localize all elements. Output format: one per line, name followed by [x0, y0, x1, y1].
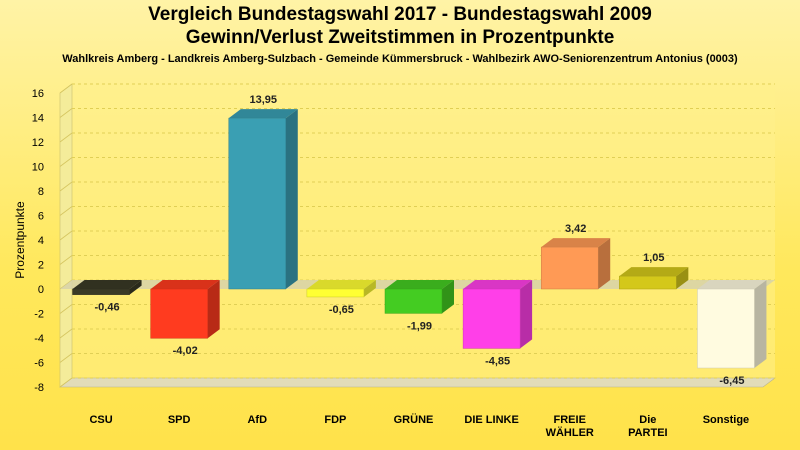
bar-freie-wähler [540, 238, 611, 290]
x-tick-label: DIE LINKE [464, 414, 518, 426]
bar-top [697, 280, 767, 289]
bar [228, 117, 287, 290]
y-tick-label: 16 [32, 88, 44, 100]
bar-top [619, 267, 689, 277]
gridline-side [59, 206, 73, 216]
y-tick-label: 2 [38, 260, 44, 272]
data-label: -4,02 [173, 345, 198, 357]
bar-side [676, 267, 689, 289]
bar-side [207, 280, 220, 339]
x-tick-label: CSU [89, 414, 112, 426]
data-label: -6,45 [719, 375, 744, 387]
x-tick-label: FREIE WÄHLER [546, 414, 594, 439]
plot-back-wall [60, 84, 775, 387]
bar-side [285, 109, 298, 289]
bar-side [442, 280, 454, 314]
bar-top [72, 280, 142, 289]
gridline-side [59, 328, 73, 339]
gridline-side [59, 83, 73, 94]
bar-side [754, 280, 767, 369]
gridline-side [59, 108, 73, 118]
x-tick-label: Sonstige [703, 414, 749, 426]
bar-die-linke [462, 280, 533, 349]
chart-title: Vergleich Bundestagswahl 2017 - Bundesta… [148, 4, 652, 25]
gridline-side [59, 181, 73, 192]
bar [697, 288, 755, 369]
bar-sonstige [697, 280, 767, 369]
y-tick-label: 12 [32, 137, 44, 149]
x-tick-label: Die PARTEI [628, 414, 668, 439]
gridline-side [59, 304, 73, 314]
data-label: -0,46 [95, 302, 120, 314]
x-tick-label: FDP [324, 414, 346, 426]
y-tick-label: 10 [32, 162, 44, 174]
data-label: -4,85 [485, 355, 510, 367]
gridline-side [59, 132, 73, 143]
bar [306, 288, 365, 298]
bar [462, 288, 521, 349]
bar [540, 246, 599, 290]
bar-afd [228, 109, 298, 290]
y-tick-label: -4 [34, 333, 44, 345]
bar-top [385, 280, 454, 289]
plot-floor [59, 377, 776, 388]
chart-subtitle: Wahlkreis Amberg - Landkreis Amberg-Sulz… [62, 53, 738, 65]
bar-grüne [384, 280, 454, 314]
y-tick-label: 4 [38, 235, 44, 247]
bar-side [129, 280, 142, 295]
y-tick-label: -6 [34, 358, 44, 370]
bar-side [598, 238, 611, 289]
bar-die-partei [619, 267, 689, 290]
bar-top [150, 280, 220, 289]
y-tick-label: -2 [34, 309, 44, 321]
x-tick-label: SPD [168, 414, 191, 426]
bar-top [228, 109, 298, 119]
bar-top [463, 280, 533, 289]
y-tick-label: -8 [34, 382, 44, 394]
bar-side [363, 280, 376, 297]
data-label: -0,65 [329, 304, 354, 316]
data-label: 13,95 [250, 94, 278, 106]
gridline-side [59, 255, 73, 265]
bar-csu [72, 280, 142, 295]
y-tick-label: 14 [32, 113, 44, 125]
data-label: 3,42 [565, 223, 586, 235]
y-tick-label: 8 [38, 186, 44, 198]
bar-top [541, 238, 611, 248]
gridline-side [59, 353, 73, 363]
bar [619, 275, 677, 290]
chart-title-line2: Gewinn/Verlust Zweitstimmen in Prozentpu… [185, 27, 615, 48]
data-label: -1,99 [407, 320, 432, 332]
data-label: 1,05 [643, 252, 664, 264]
bar [384, 288, 443, 314]
bar-side [520, 280, 533, 349]
y-tick-label: 6 [38, 211, 44, 223]
bar-spd [150, 280, 220, 339]
bar [72, 288, 130, 295]
bar-top [306, 280, 376, 289]
gridline-side [59, 377, 73, 388]
gridline-side [59, 230, 73, 241]
gridline-side [59, 157, 73, 167]
bar [150, 288, 208, 339]
x-tick-label: AfD [247, 414, 267, 426]
x-tick-label: GRÜNE [394, 413, 434, 426]
bar-fdp [306, 280, 376, 298]
y-tick-label: 0 [38, 284, 44, 296]
